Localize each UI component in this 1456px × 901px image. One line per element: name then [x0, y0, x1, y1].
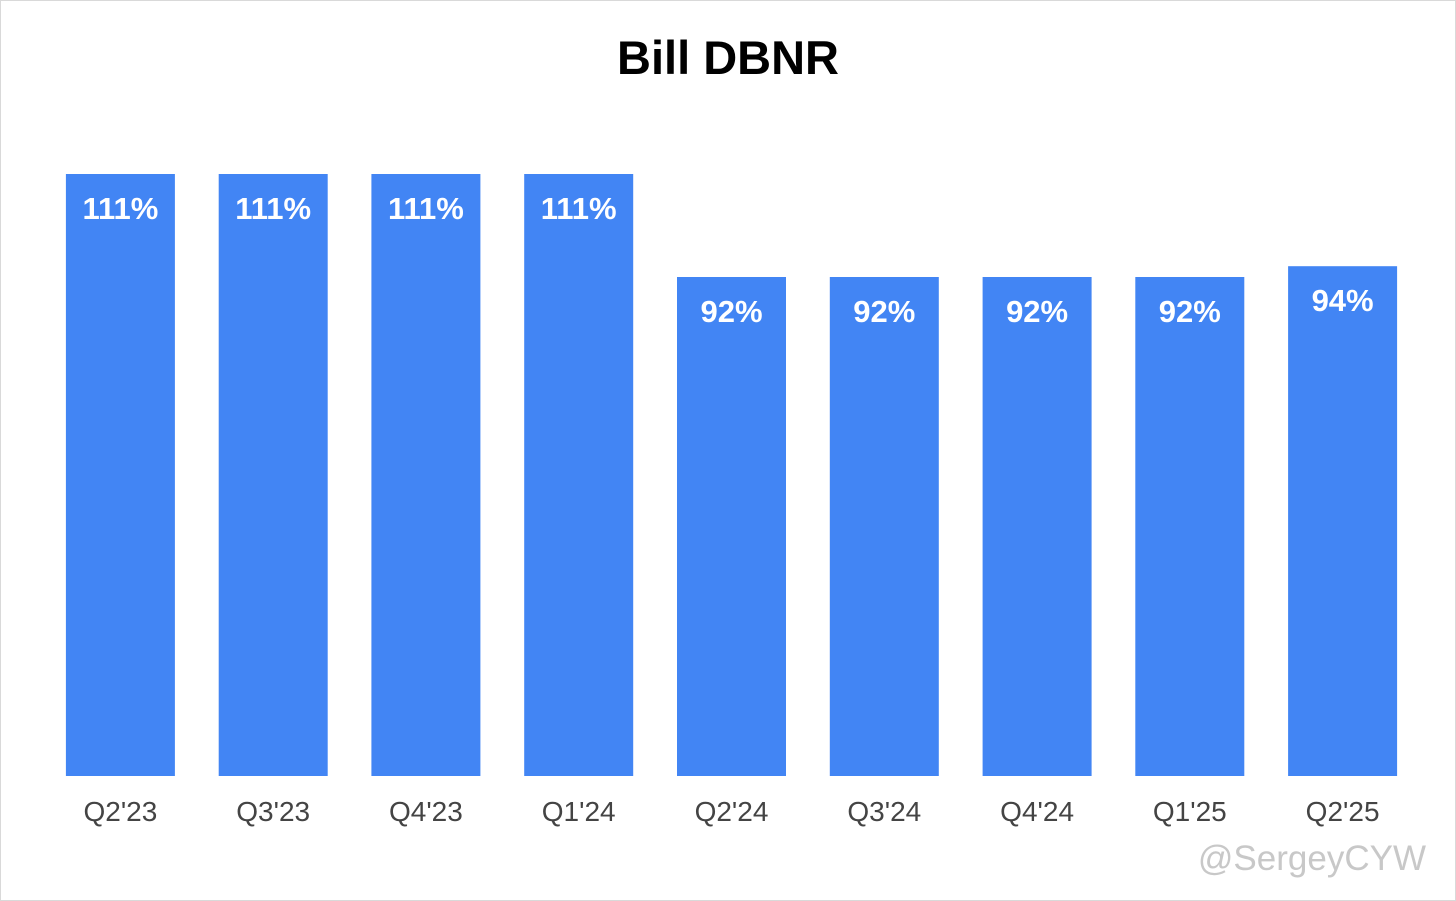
bar-3	[524, 174, 634, 776]
bar-5	[829, 277, 939, 776]
bar-1	[218, 174, 328, 776]
x-tick-label-3: Q1'24	[542, 796, 616, 827]
data-label-2: 111%	[388, 191, 464, 226]
x-tick-label-0: Q2'23	[83, 796, 157, 827]
bar-2	[371, 174, 481, 776]
data-label-7: 92%	[1159, 294, 1221, 329]
x-tick-label-5: Q3'24	[847, 796, 921, 827]
data-label-8: 94%	[1312, 283, 1374, 318]
bar-7	[1135, 277, 1245, 776]
data-label-6: 92%	[1006, 294, 1068, 329]
x-tick-label-6: Q4'24	[1000, 796, 1074, 827]
data-label-1: 111%	[235, 191, 311, 226]
data-label-0: 111%	[82, 191, 158, 226]
x-tick-label-2: Q4'23	[389, 796, 463, 827]
watermark: @SergeyCYW	[1197, 839, 1426, 878]
bar-0	[65, 174, 175, 776]
bar-8	[1288, 266, 1398, 776]
x-tick-label-1: Q3'23	[236, 796, 310, 827]
x-tick-label-4: Q2'24	[695, 796, 769, 827]
data-label-5: 92%	[853, 294, 915, 329]
bar-4	[677, 277, 786, 776]
x-tick-label-8: Q2'25	[1306, 796, 1380, 827]
bar-6	[982, 277, 1092, 776]
data-label-4: 92%	[700, 294, 762, 329]
x-tick-label-7: Q1'25	[1153, 796, 1227, 827]
data-label-3: 111%	[541, 191, 617, 226]
chart-title: Bill DBNR	[617, 31, 839, 84]
